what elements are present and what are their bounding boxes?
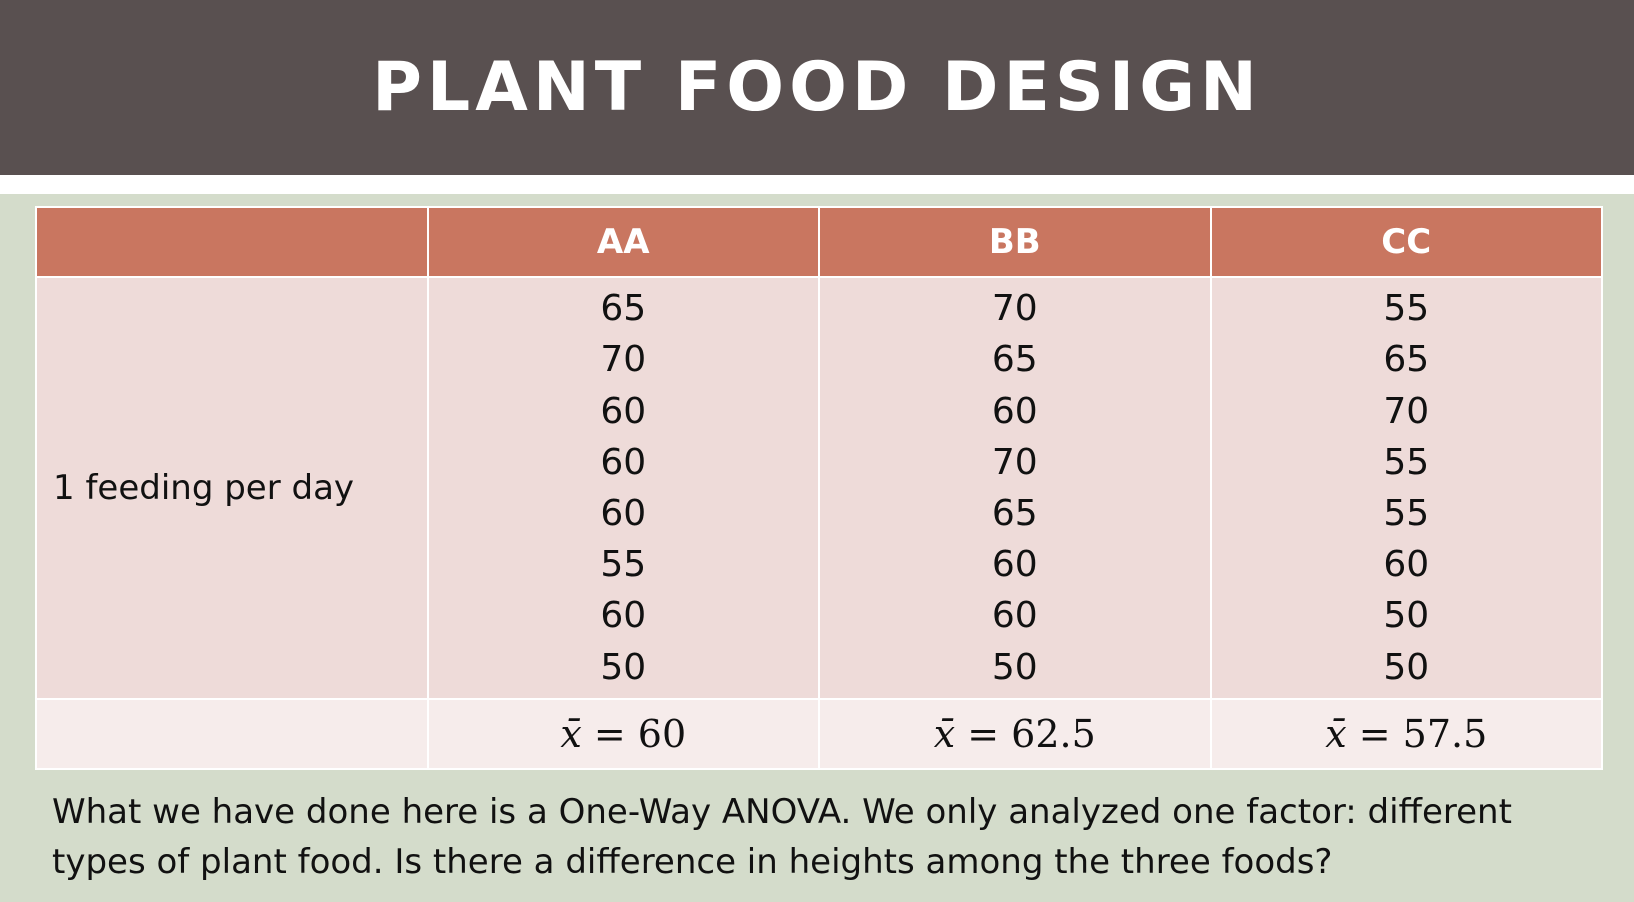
value-cell: 70 [991,288,1038,330]
mean-symbol: x̄ [1325,712,1347,756]
mean-value: 62.5 [1011,712,1096,756]
values-bb: 70 65 60 70 65 60 60 50 [818,276,1212,700]
value-cell: 60 [600,493,647,534]
equals-sign: = [967,712,1012,756]
header-cell-aa: AA [426,206,820,278]
header-cell-bb: BB [818,206,1212,278]
footer-text: What we have done here is a One-Way ANOV… [52,792,1512,882]
header-cell-cc: CC [1209,206,1603,278]
mean-cc: x̄ = 57.5 [1209,698,1603,770]
mean-symbol: x̄ [933,712,956,756]
value-cell: 55 [1383,441,1430,483]
value-cell: 55 [1383,493,1430,534]
value-cell: 60 [600,390,647,432]
values-cc: 55 65 70 55 55 60 50 50 [1209,276,1603,700]
value-cell: 55 [600,544,647,586]
value-cell: 60 [991,544,1038,586]
table-header-row: AA BB CC [35,206,1603,278]
value-cell: 60 [600,441,647,483]
value-cell: 65 [600,288,647,330]
mean-symbol: x̄ [560,712,582,756]
mean-value: 57.5 [1402,712,1488,756]
value-cell: 65 [1383,339,1430,381]
value-cell: 50 [600,646,647,688]
slide-title: PLANT FOOD DESIGN [372,48,1262,127]
mean-row: x̄ = 60 x̄ = 62.5 x̄ = 57.5 [35,698,1603,770]
plant-food-table: AA BB CC 1 feeding per day 65 70 60 60 6… [35,206,1603,770]
value-cell: 60 [1383,544,1430,586]
value-cell: 50 [991,646,1038,688]
table-row: 1 feeding per day 65 70 60 60 60 55 60 5… [35,276,1603,700]
value-cell: 65 [991,493,1038,534]
title-divider [0,175,1634,194]
equals-sign: = [1358,712,1403,756]
value-cell: 60 [991,390,1038,432]
mean-label-empty [35,698,429,770]
value-cell: 60 [600,595,647,637]
header-cell-empty [35,206,429,278]
mean-aa: x̄ = 60 [426,698,820,770]
value-cell: 65 [991,339,1038,381]
mean-bb: x̄ = 62.5 [818,698,1212,770]
value-cell: 70 [991,441,1038,483]
value-cell: 50 [1383,595,1430,637]
equals-sign: = [593,712,638,756]
value-cell: 60 [991,595,1038,637]
values-aa: 65 70 60 60 60 55 60 50 [426,276,820,700]
row-label: 1 feeding per day [35,276,429,700]
mean-value: 60 [637,712,687,756]
value-cell: 70 [600,339,647,381]
value-cell: 70 [1383,390,1430,432]
value-cell: 50 [1383,646,1430,688]
value-cell: 55 [1383,288,1430,330]
title-bar: PLANT FOOD DESIGN [0,0,1634,175]
